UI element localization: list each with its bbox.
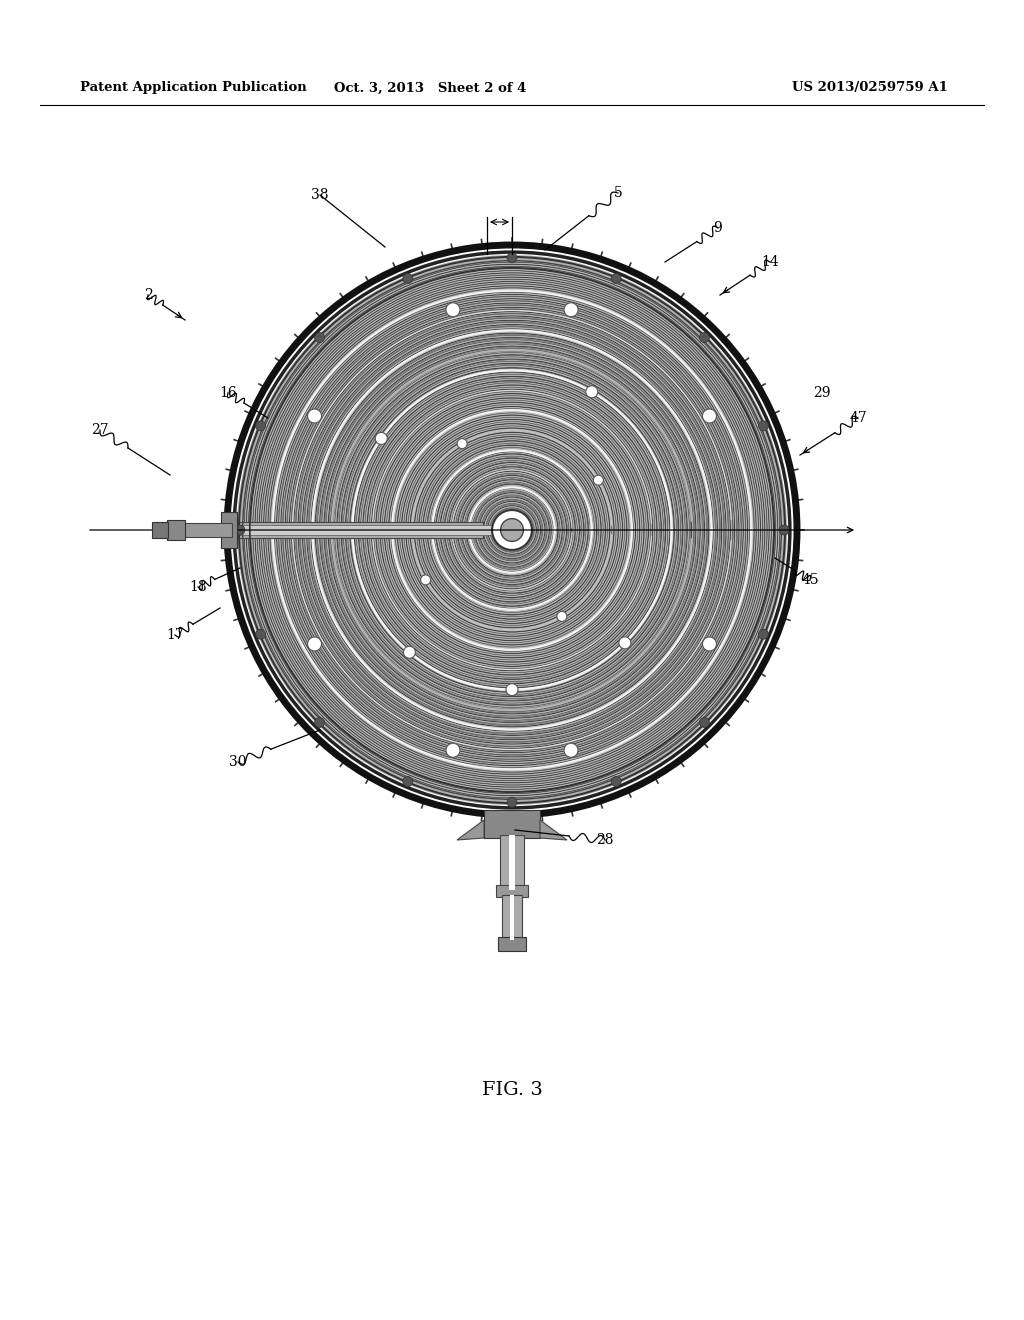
Bar	[509, 836, 515, 890]
Circle shape	[457, 438, 467, 449]
Circle shape	[256, 630, 265, 639]
Circle shape	[237, 255, 787, 805]
Text: 9: 9	[714, 220, 722, 235]
Circle shape	[759, 630, 768, 639]
Text: Oct. 3, 2013   Sheet 2 of 4: Oct. 3, 2013 Sheet 2 of 4	[334, 82, 526, 95]
Circle shape	[402, 776, 413, 787]
Circle shape	[611, 776, 622, 787]
Text: FIG. 3: FIG. 3	[481, 1081, 543, 1100]
Circle shape	[618, 636, 631, 649]
Text: 47: 47	[849, 411, 867, 425]
Bar	[182, 523, 232, 537]
Circle shape	[234, 525, 245, 535]
Circle shape	[586, 385, 598, 397]
Bar	[496, 884, 528, 898]
Circle shape	[403, 647, 416, 659]
Circle shape	[611, 273, 622, 284]
Circle shape	[702, 409, 717, 422]
Circle shape	[493, 510, 531, 550]
Circle shape	[307, 409, 322, 422]
Circle shape	[506, 684, 518, 696]
Polygon shape	[540, 820, 567, 840]
Bar	[498, 937, 526, 950]
Circle shape	[507, 253, 517, 263]
Text: 14: 14	[761, 255, 779, 269]
Text: 16: 16	[219, 385, 237, 400]
Text: 18: 18	[189, 579, 207, 594]
Circle shape	[314, 333, 325, 343]
Bar	[152, 521, 168, 539]
Bar	[221, 512, 237, 548]
Text: Patent Application Publication: Patent Application Publication	[80, 82, 307, 95]
Bar	[167, 520, 185, 540]
Circle shape	[702, 638, 717, 651]
Bar	[232, 521, 482, 539]
Text: 5: 5	[613, 186, 623, 201]
Text: 17: 17	[166, 628, 184, 642]
Circle shape	[557, 611, 567, 622]
Circle shape	[779, 525, 790, 535]
Circle shape	[593, 475, 603, 486]
Text: 45: 45	[801, 573, 819, 587]
Circle shape	[564, 302, 578, 317]
Circle shape	[421, 576, 431, 585]
Bar	[500, 836, 524, 890]
Text: 38: 38	[311, 187, 329, 202]
Circle shape	[759, 421, 768, 430]
Circle shape	[402, 273, 413, 284]
Circle shape	[699, 333, 710, 343]
Circle shape	[507, 797, 517, 807]
Circle shape	[699, 718, 710, 727]
Text: 28: 28	[596, 833, 613, 847]
Circle shape	[564, 743, 578, 758]
Circle shape	[501, 519, 523, 541]
Bar	[510, 895, 514, 940]
Circle shape	[314, 718, 325, 727]
Bar	[232, 525, 498, 535]
Text: 27: 27	[91, 422, 109, 437]
Circle shape	[375, 433, 387, 445]
Circle shape	[307, 638, 322, 651]
Text: 2: 2	[143, 288, 153, 302]
Circle shape	[256, 421, 265, 430]
Text: US 2013/0259759 A1: US 2013/0259759 A1	[792, 82, 948, 95]
Text: 30: 30	[229, 755, 247, 770]
Circle shape	[446, 302, 460, 317]
Bar	[484, 810, 540, 838]
Bar	[502, 895, 522, 940]
Circle shape	[446, 743, 460, 758]
Polygon shape	[457, 820, 484, 840]
Text: 29: 29	[813, 385, 830, 400]
